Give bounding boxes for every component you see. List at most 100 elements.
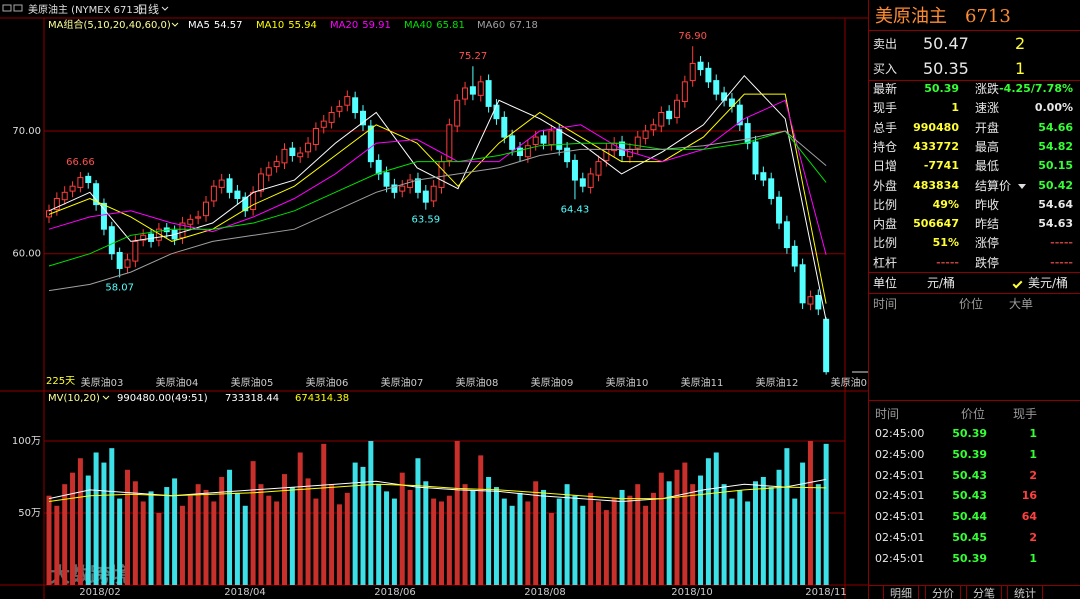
quote-value: -7741 <box>923 159 959 173</box>
candle-body <box>85 175 92 184</box>
tab[interactable]: 统计 <box>1007 585 1043 599</box>
volume-bar <box>517 492 523 585</box>
tab[interactable]: 分笔 <box>966 585 1002 599</box>
extreme-label: 66.66 <box>66 157 95 168</box>
column-header: 大单 <box>1009 297 1034 311</box>
legend-value: 65.81 <box>436 20 465 31</box>
volume-bar <box>823 443 829 585</box>
quote-value: 49% <box>932 197 959 211</box>
candle-body <box>422 190 429 203</box>
candle-body <box>367 125 374 163</box>
quote-value: 483834 <box>913 178 959 192</box>
candle-body <box>430 185 437 202</box>
candle-body <box>391 184 398 193</box>
candle-body <box>744 123 751 144</box>
candle-body <box>791 245 798 267</box>
quote-label: 涨跌 <box>975 82 1000 96</box>
legend-value: 55.94 <box>288 20 317 31</box>
extreme-label: 58.07 <box>105 282 134 293</box>
candle-body <box>203 201 209 217</box>
volume-bar <box>407 489 413 585</box>
extreme-label: 75.27 <box>459 51 488 62</box>
order-label: 买入 <box>873 62 898 76</box>
volume-bar <box>745 501 751 585</box>
volume-bar <box>705 458 711 585</box>
volume-bar <box>556 498 562 585</box>
volume-bar <box>611 498 617 585</box>
unit-option[interactable]: 美元/桶 <box>1028 276 1069 290</box>
quote-value: 54.63 <box>1038 217 1073 231</box>
volume-bar <box>368 440 374 585</box>
period[interactable]: 日线 <box>137 2 159 16</box>
quote-value: ----- <box>1050 255 1073 269</box>
candle-body <box>571 159 578 181</box>
volume-bar <box>321 443 327 585</box>
indicator-name: MA组合(5,10,20,40,60,0) <box>48 18 171 31</box>
candle-body <box>93 183 100 206</box>
order-label: 卖出 <box>873 37 898 51</box>
quote-value: 54.64 <box>1038 197 1073 211</box>
volume-bar <box>289 487 295 585</box>
check-icon <box>1012 278 1023 289</box>
tab[interactable]: 分价 <box>925 585 961 599</box>
candle-body <box>320 120 327 128</box>
dropdown-icon[interactable] <box>102 395 110 400</box>
volume-bar <box>266 495 272 585</box>
dropdown-icon[interactable] <box>171 22 179 27</box>
volume-bar <box>721 484 727 585</box>
candle-body <box>469 86 476 95</box>
dropdown-icon[interactable] <box>1018 183 1026 189</box>
quote-label: 总手 <box>873 120 898 135</box>
unit-option[interactable]: 元/桶 <box>927 276 956 290</box>
volume-bar <box>203 489 209 585</box>
quote-value: 990480 <box>913 120 959 134</box>
volume-bar <box>446 495 452 585</box>
volume-bar <box>533 481 539 585</box>
volume-bar <box>564 484 570 585</box>
volume-bar <box>164 487 170 585</box>
legend-entry: MA60 67.18 <box>477 20 538 31</box>
volume-bar <box>768 487 774 585</box>
extreme-label: 63.59 <box>411 215 440 226</box>
candle-body <box>485 80 492 107</box>
quote-label: 昨收 <box>975 197 1000 212</box>
quote-label: 比例 <box>873 197 898 212</box>
order-price: 50.47 <box>923 34 969 53</box>
column-header: 时间 <box>875 407 900 421</box>
candle-body <box>344 96 351 106</box>
window-icon[interactable] <box>2 4 12 12</box>
extreme-label: 76.90 <box>678 31 707 42</box>
candle-body <box>242 196 249 212</box>
volume-bar <box>682 462 688 585</box>
y-tick-label: 50万 <box>18 508 41 519</box>
candle-body <box>517 147 523 157</box>
trade-qty: 1 <box>1029 427 1037 440</box>
volume-bar <box>234 492 240 585</box>
divider <box>869 400 1080 401</box>
volume-bar <box>46 495 52 585</box>
candle-body <box>383 172 390 187</box>
tab[interactable]: 明细 <box>883 585 919 599</box>
volume-bar <box>313 498 319 585</box>
volume-bar <box>800 462 806 585</box>
candle-body <box>281 148 288 164</box>
x-tick-label: 2018/10 <box>671 587 713 598</box>
candle-body <box>140 234 147 241</box>
trade-time: 02:45:01 <box>875 489 925 503</box>
quote-value: -4.25/7.78% <box>999 82 1073 95</box>
column-header: 价位 <box>961 407 986 421</box>
candle-body <box>509 135 516 150</box>
candle-body <box>100 202 107 230</box>
dropdown-icon[interactable] <box>161 6 169 11</box>
instrument-name: 美原油主 <box>875 6 947 27</box>
quote-value: 433772 <box>913 139 959 153</box>
unit-label: 单位 <box>873 276 898 290</box>
candle-body <box>250 191 257 211</box>
window-icon[interactable] <box>13 4 23 12</box>
quote-value: 50.39 <box>924 82 959 95</box>
volume-bar <box>415 458 421 585</box>
candle-body <box>289 147 296 157</box>
column-header: 价位 <box>959 297 984 311</box>
quote-panel: 美原油主 6713 卖出 50.47 2 买入 50.35 1 最新 50.39 涨跌 -4.25/7… <box>868 0 1080 599</box>
candle-body <box>736 104 743 126</box>
